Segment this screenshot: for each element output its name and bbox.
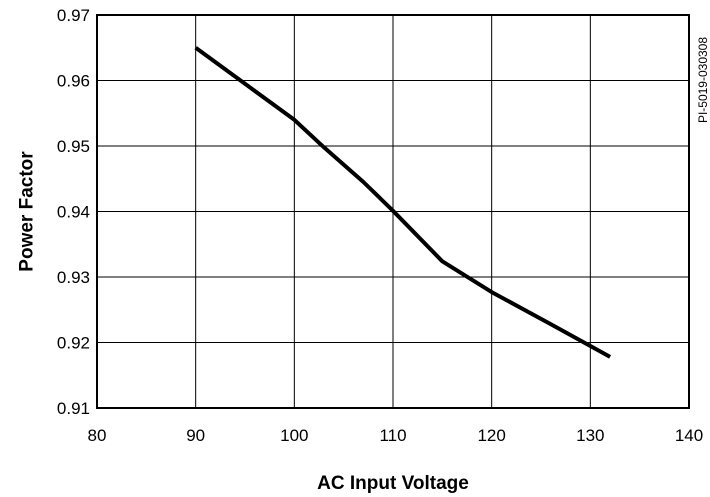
- y-tick-label: 0.91: [57, 399, 90, 418]
- y-tick-labels: 0.97 0.96 0.95 0.94 0.93 0.92 0.91: [57, 6, 90, 418]
- x-tick-label: 80: [88, 426, 107, 445]
- y-tick-label: 0.97: [57, 6, 90, 25]
- y-tick-label: 0.96: [57, 72, 90, 91]
- x-tick-label: 110: [379, 426, 406, 445]
- x-tick-label: 120: [477, 426, 505, 445]
- x-tick-label: 100: [280, 426, 308, 445]
- grid: [97, 15, 689, 408]
- plot-frame: [96, 14, 690, 409]
- y-axis-title: Power Factor: [17, 151, 38, 272]
- y-tick-label: 0.94: [57, 203, 90, 222]
- x-tick-label: 140: [675, 426, 703, 445]
- y-tick-label: 0.93: [57, 268, 90, 287]
- y-tick-label: 0.92: [57, 334, 90, 353]
- x-tick-labels: 80 90 100 110 120 130 140: [88, 426, 704, 445]
- y-tick-label: 0.95: [57, 137, 90, 156]
- figure-id-label: PI-5019-030308: [696, 37, 710, 123]
- power-factor-series-line: [194, 46, 612, 359]
- series-lines: [194, 46, 612, 359]
- x-tick-label: 90: [186, 426, 205, 445]
- x-tick-label: 130: [576, 426, 604, 445]
- x-axis-title: AC Input Voltage: [317, 473, 469, 494]
